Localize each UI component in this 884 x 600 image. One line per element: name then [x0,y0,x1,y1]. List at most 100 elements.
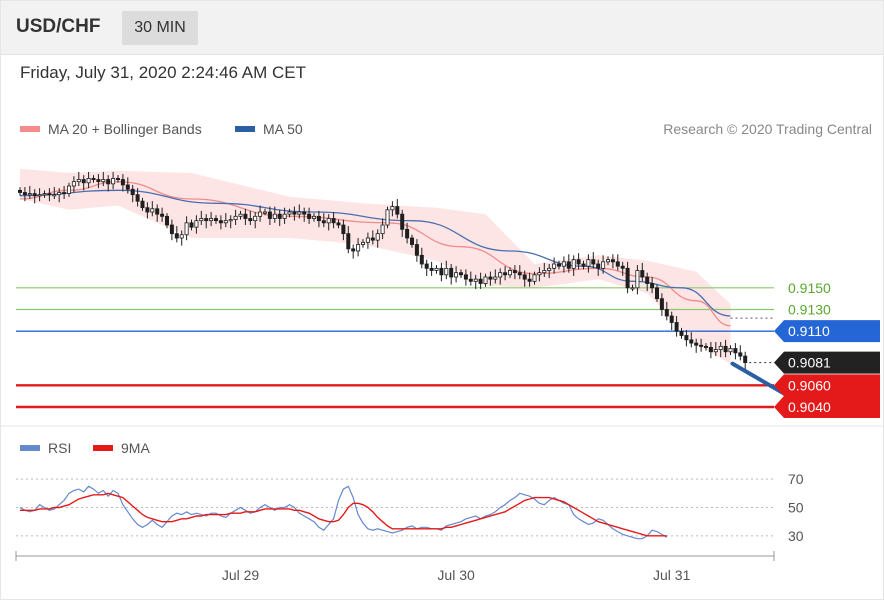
candle-body [321,220,326,224]
candle-body [728,348,733,353]
chart-header: USD/CHF 30 MIN [0,0,884,55]
candle-49 [258,205,263,222]
candle-body [708,347,713,353]
candle-body [218,220,223,224]
candle-body [272,213,277,219]
candle-58 [302,207,307,222]
candle-104 [527,272,532,287]
candle-body [341,224,346,235]
candle-body [67,185,72,194]
candle-body [743,355,748,363]
candle-body [444,267,449,276]
candle-78 [400,209,405,237]
candle-body [262,211,267,214]
candle-118 [596,259,601,276]
candle-31 [169,219,174,241]
candle-6 [47,188,52,202]
candle-body [316,215,321,222]
rsi-legend-label-1: 9MA [121,440,150,456]
candle-body [390,206,395,211]
candle-body [311,215,316,219]
candle-9 [62,186,67,199]
candle-141 [708,342,713,359]
legend-swatch-0 [20,126,40,132]
candle-107 [542,262,547,277]
candle-96 [488,271,493,286]
candle-67 [346,226,351,254]
candle-body [336,222,341,226]
pivot-label: 0.9110 [788,323,830,339]
candle-body [571,259,576,269]
candle-body [47,193,52,196]
candle-body [591,259,596,265]
candle-body [199,218,204,222]
candle-body [488,276,493,280]
candle-body [507,270,512,276]
rsi-tick-50: 50 [788,500,804,516]
candle-93 [473,274,478,289]
candle-body [424,263,429,269]
candle-body [429,267,434,271]
candle-body [248,218,253,222]
candle-body [277,213,282,219]
candle-63 [326,214,331,231]
candle-113 [571,255,576,276]
candle-94 [478,272,483,289]
candle-111 [561,256,566,273]
candle-126 [635,265,640,295]
x-tick-label-2: Jul 31 [653,567,691,583]
candle-46 [243,208,248,225]
candle-106 [537,267,542,282]
timeframe-button[interactable]: 30 MIN [122,11,198,45]
rsi-legend: RSI 9MA [20,440,150,456]
candle-body [106,179,111,185]
candle-143 [718,342,723,358]
candle-body [111,178,116,185]
symbol-title: USD/CHF [16,16,101,37]
candle-1 [22,187,27,202]
candle-body [547,267,552,271]
candle-80 [409,234,414,248]
candle-body [174,233,179,239]
support-label-4: 0.9060 [788,377,831,393]
candle-body [395,206,400,215]
candle-44 [233,209,238,225]
price-level-tags: 0.9150 0.9130 0.9110 0.9081 0.9060 0.9040 [774,280,880,418]
candle-45 [238,210,243,220]
candle-43 [228,215,233,229]
candle-119 [601,255,606,274]
candle-24 [135,188,140,207]
candle-body [645,276,650,284]
candle-54 [282,207,287,224]
candle-136 [684,330,689,347]
candle-body [86,178,91,184]
candle-body [596,263,601,269]
candle-body [503,272,508,276]
candle-body [360,241,365,245]
candle-17 [101,171,106,186]
candle-109 [552,257,557,274]
candle-body [439,267,444,276]
candle-body [463,274,468,280]
candle-body [566,261,571,269]
candle-68 [351,244,356,259]
candle-39 [209,212,214,227]
candle-body [307,213,312,219]
candle-33 [179,230,184,246]
candle-body [478,278,483,284]
candle-22 [125,177,130,194]
candle-147 [738,345,743,361]
support-tag-5 [774,396,880,418]
candle-body [135,194,140,202]
candle-body [409,237,414,245]
candle-110 [557,260,562,270]
candle-134 [674,316,679,337]
candle-123 [620,261,625,276]
candle-body [537,272,542,276]
candle-133 [669,311,674,331]
candle-body [738,352,743,357]
candle-103 [522,270,527,287]
candle-114 [576,253,581,270]
